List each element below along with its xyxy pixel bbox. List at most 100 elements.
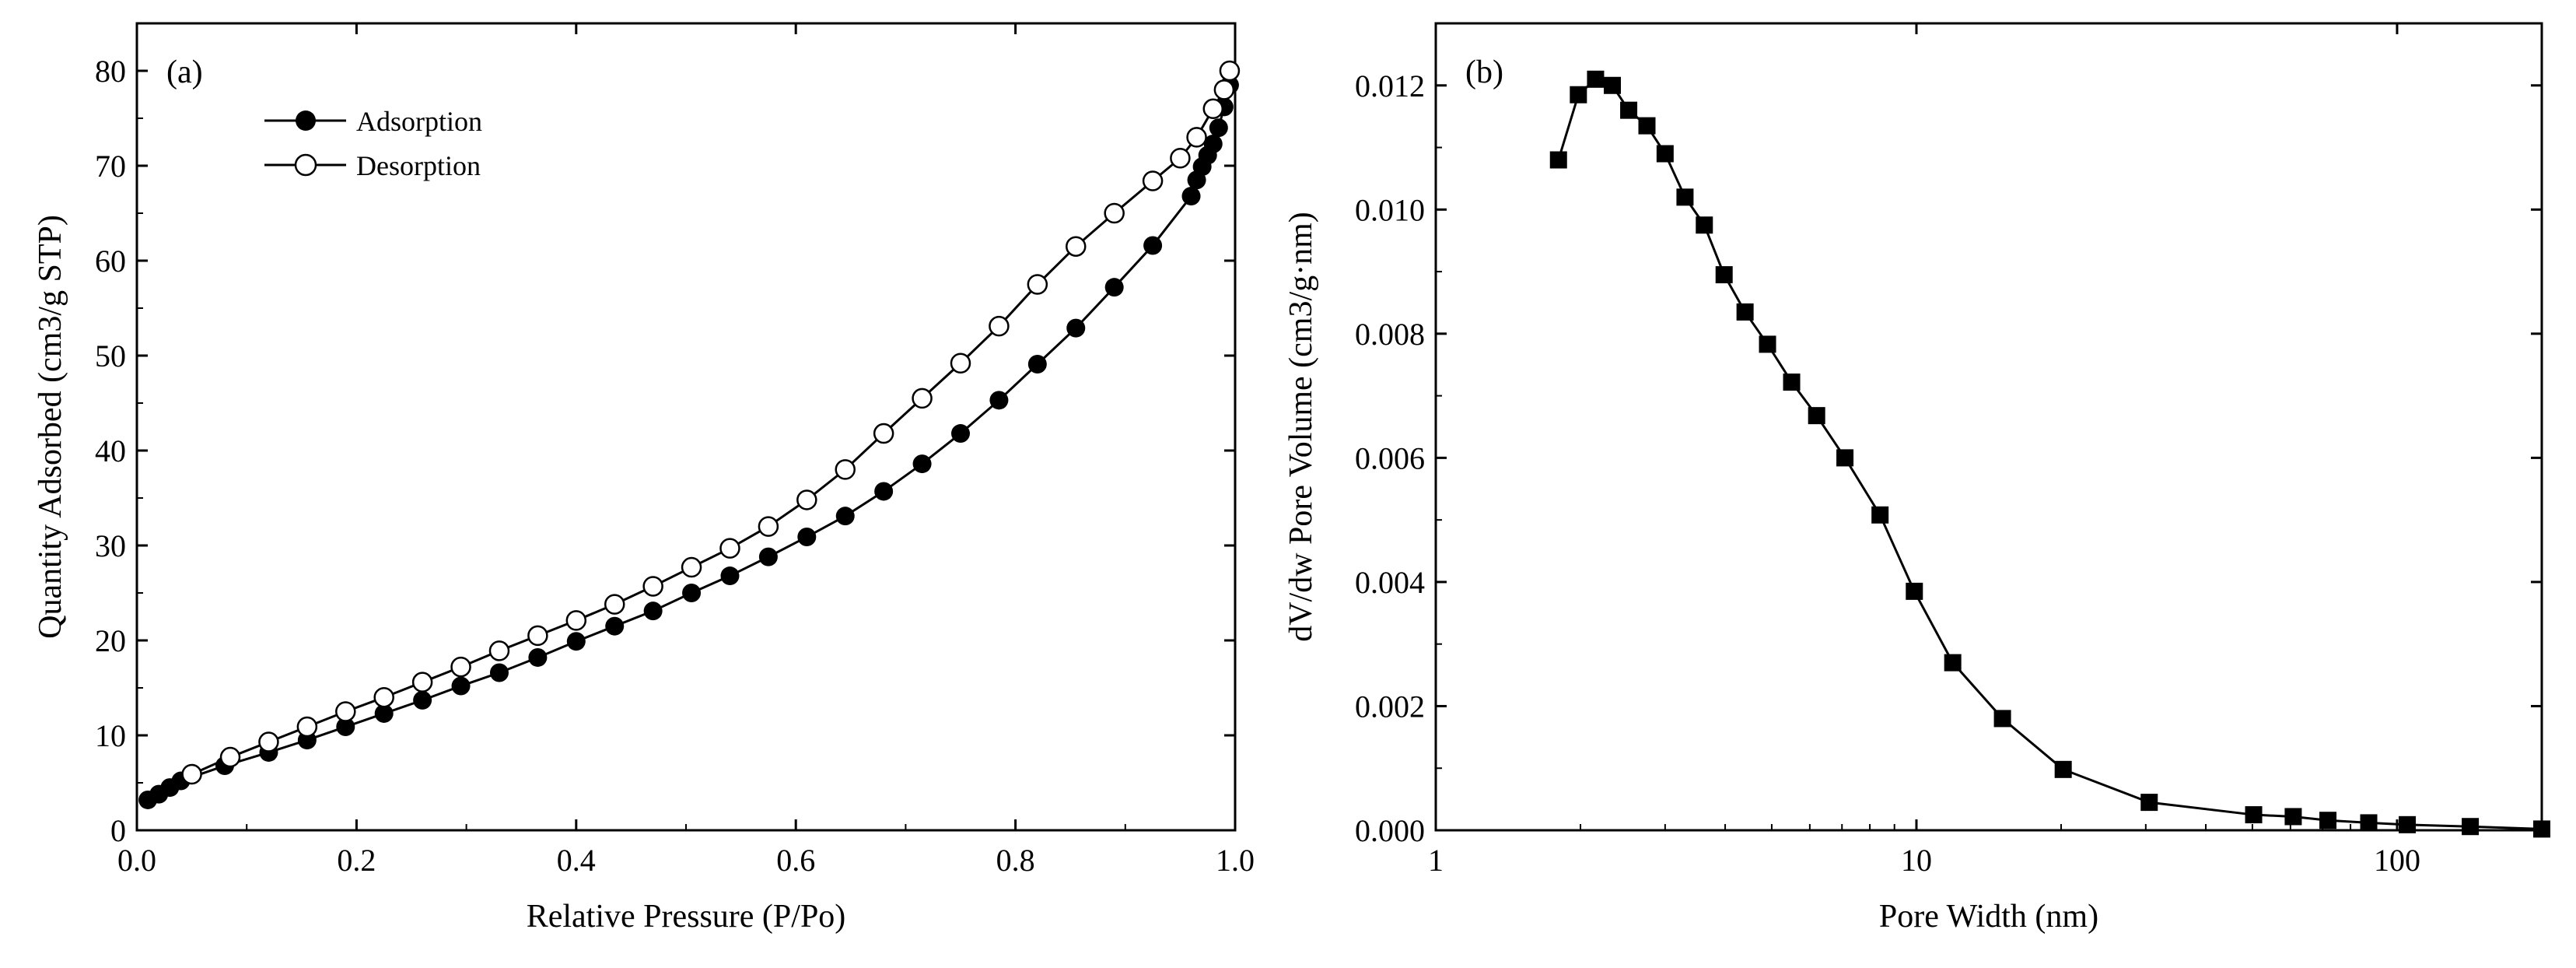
data-point [219, 746, 241, 768]
data-point [989, 315, 1010, 337]
data-point [682, 584, 702, 602]
data-point [1715, 266, 1733, 284]
y-tick-label: 0.010 [1355, 192, 1425, 227]
data-point [1549, 151, 1567, 169]
data-point [1993, 710, 2011, 728]
y-tick-label: 30 [95, 528, 126, 563]
series-line-desorption [191, 70, 1231, 776]
data-point [643, 601, 663, 621]
data-point [566, 632, 586, 651]
y-tick-label: 0.002 [1355, 689, 1425, 724]
data-point [1213, 79, 1235, 100]
data-point [2533, 820, 2550, 838]
y-tick-label: 0.006 [1355, 440, 1425, 475]
legend-label: Desorption [356, 150, 481, 181]
data-point [912, 454, 932, 474]
data-point [374, 703, 394, 723]
x-tick-label: 1.0 [1216, 843, 1255, 878]
data-point [758, 516, 779, 537]
data-point [1027, 354, 1047, 374]
data-point [413, 690, 432, 710]
data-point [1181, 187, 1201, 206]
y-axis-title: dV/dw Pore Volume (cm3/g·nm) [1283, 212, 1319, 642]
data-point [1104, 202, 1125, 224]
data-point [2054, 760, 2072, 778]
data-point [2140, 794, 2158, 812]
data-point [489, 663, 509, 682]
data-point [335, 701, 356, 722]
data-point [950, 352, 971, 374]
legend-marker [296, 110, 316, 131]
data-point [450, 656, 471, 678]
data-point [528, 647, 548, 667]
data-point [989, 391, 1009, 410]
data-point [2284, 808, 2302, 826]
data-point [1202, 98, 1224, 120]
x-tick-label: 0.4 [557, 843, 596, 878]
data-point [642, 576, 663, 597]
data-point [796, 489, 817, 510]
series-line-adsorption [147, 84, 1231, 801]
data-point [681, 556, 702, 578]
data-point [1104, 278, 1124, 297]
data-point [2399, 815, 2417, 833]
y-tick-label: 50 [95, 338, 126, 374]
data-point [2462, 818, 2480, 836]
y-tick-label: 10 [95, 718, 126, 753]
y-tick-label: 20 [95, 623, 126, 658]
y-tick-label: 80 [95, 54, 126, 89]
data-point [873, 423, 894, 444]
panel-label: (b) [1465, 54, 1503, 90]
x-axis-title: Relative Pressure (P/Po) [527, 899, 846, 935]
data-point [1170, 147, 1191, 169]
y-tick-label: 70 [95, 149, 126, 184]
data-point [2360, 814, 2378, 832]
data-point [373, 686, 394, 708]
data-point [1219, 60, 1241, 82]
x-tick-label: 100 [2374, 843, 2420, 878]
data-point [1209, 118, 1228, 138]
x-tick-label: 0.0 [117, 843, 156, 878]
y-tick-label: 0.000 [1355, 813, 1425, 848]
data-point [488, 640, 510, 661]
data-point [1142, 170, 1164, 191]
data-point [951, 424, 970, 444]
data-point [1066, 318, 1086, 338]
data-point [1066, 236, 1087, 257]
panel-label: (a) [166, 54, 203, 90]
data-point [1620, 101, 1638, 119]
data-point [1587, 70, 1605, 88]
plot-frame-0 [135, 22, 1237, 832]
data-point [527, 625, 548, 647]
data-point [1203, 134, 1223, 153]
data-point [605, 616, 625, 636]
data-point [1656, 145, 1674, 163]
data-point [719, 538, 740, 559]
data-point [1638, 117, 1656, 135]
data-point [258, 731, 279, 752]
data-point [1808, 407, 1825, 425]
series-line-pore-size-distribution [1557, 78, 2543, 830]
x-tick-label: 0.6 [776, 843, 815, 878]
data-point [835, 507, 855, 526]
data-point [874, 482, 894, 501]
y-tick-label: 60 [95, 244, 126, 279]
data-point [1676, 188, 1694, 206]
data-point [2319, 812, 2337, 829]
data-point [758, 547, 778, 566]
x-tick-label: 0.8 [996, 843, 1035, 878]
data-point [411, 672, 433, 693]
data-point [1570, 86, 1587, 103]
y-tick-label: 0.008 [1355, 317, 1425, 352]
data-point [1836, 449, 1854, 467]
data-point [1783, 374, 1801, 391]
data-point [835, 459, 856, 480]
data-point [1604, 76, 1622, 94]
data-point [1143, 236, 1163, 255]
data-point [2245, 806, 2263, 824]
data-point [1871, 506, 1889, 524]
y-tick-label: 0.004 [1355, 565, 1425, 600]
data-point [1736, 303, 1754, 321]
x-tick-label: 10 [1901, 843, 1932, 878]
